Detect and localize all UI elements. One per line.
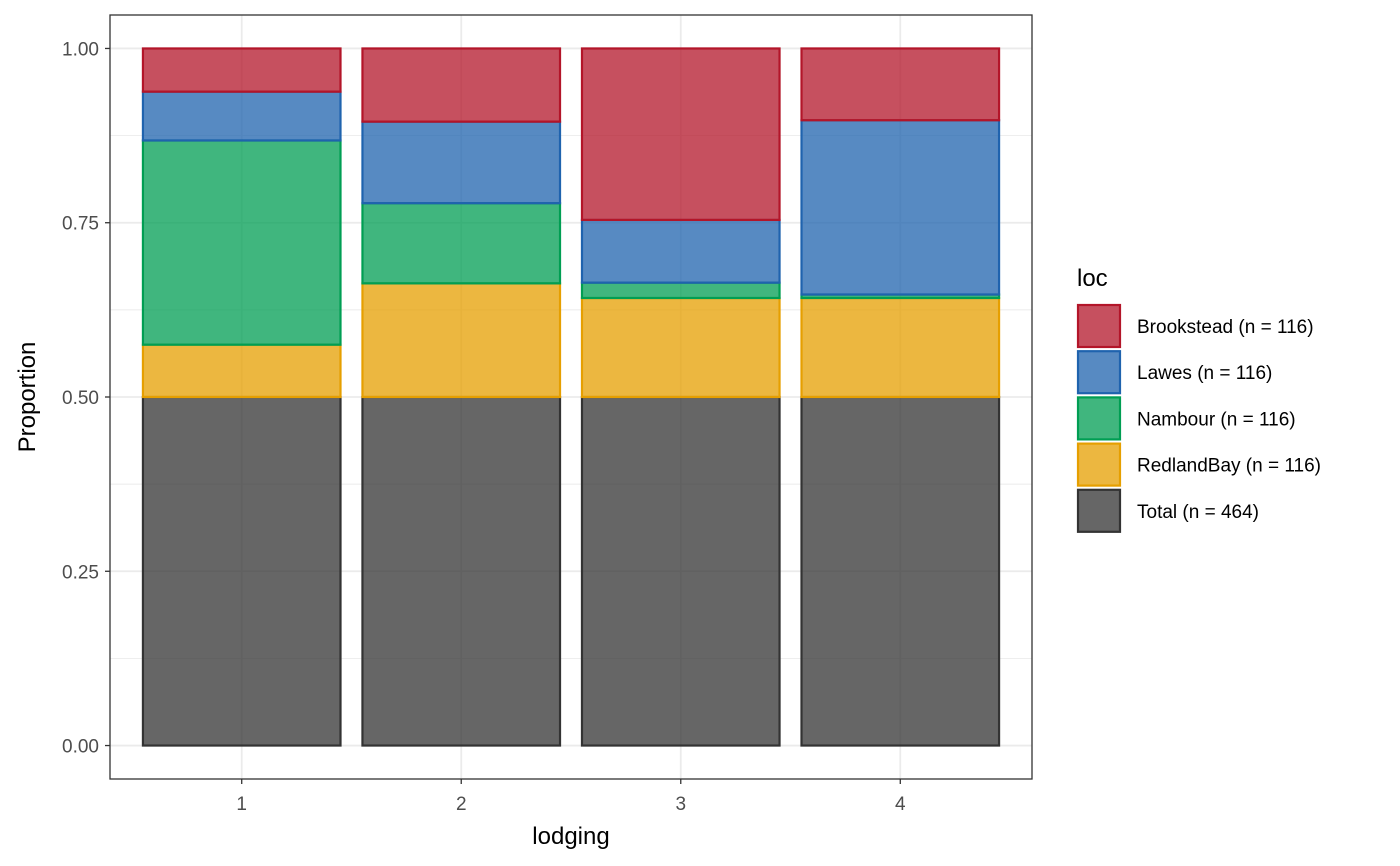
bar-segment <box>141 90 342 142</box>
y-axis-title: Proportion <box>14 342 41 453</box>
legend-key <box>1076 396 1122 441</box>
bar-segment <box>361 47 562 123</box>
legend-key <box>1076 488 1122 533</box>
bar-segment <box>141 343 342 399</box>
legend-title: loc <box>1077 265 1108 292</box>
legend-key <box>1076 303 1122 349</box>
bar-segment <box>580 47 781 222</box>
bar-segment <box>361 120 562 205</box>
bar-segment <box>800 296 1001 399</box>
x-tick-label: 1 <box>236 794 247 815</box>
legend-key <box>1076 442 1122 487</box>
bar-segment <box>361 395 562 747</box>
bar-segment <box>361 282 562 399</box>
legend-key <box>1076 350 1122 395</box>
legend-label: RedlandBay (n = 116) <box>1137 456 1321 477</box>
y-tick-label: 0.75 <box>62 214 99 235</box>
bar-segment <box>141 395 342 747</box>
bar-segment <box>141 139 342 346</box>
y-tick-label: 0.50 <box>62 388 99 409</box>
legend-label: Lawes (n = 116) <box>1137 363 1272 384</box>
bar-segment <box>580 218 781 284</box>
bars <box>141 47 1001 747</box>
bar-segment <box>580 296 781 399</box>
x-tick-label: 2 <box>456 794 467 815</box>
y-tick-label: 0.00 <box>62 737 99 758</box>
y-tick-label: 1.00 <box>62 39 99 60</box>
x-tick-label: 3 <box>675 794 686 815</box>
x-tick-label: 4 <box>895 794 906 815</box>
y-tick-label: 0.25 <box>62 562 99 583</box>
bar-segment <box>800 395 1001 747</box>
bar-segment <box>361 202 562 285</box>
legend-label: Nambour (n = 116) <box>1137 409 1296 430</box>
legend-label: Brookstead (n = 116) <box>1137 317 1314 338</box>
bar-segment <box>800 47 1001 122</box>
bar-segment <box>141 47 342 93</box>
bar-segment <box>580 395 781 747</box>
axes: 0.00 0.25 0.50 0.75 1.00 1 2 3 4 <box>62 39 906 815</box>
bar-segment <box>800 119 1001 296</box>
bar-segment <box>580 281 781 300</box>
legend: loc Brookstead (n = 116) Lawes (n = 116) N… <box>1076 265 1321 533</box>
x-axis-title: lodging <box>532 823 609 850</box>
legend-label: Total (n = 464) <box>1137 502 1259 523</box>
